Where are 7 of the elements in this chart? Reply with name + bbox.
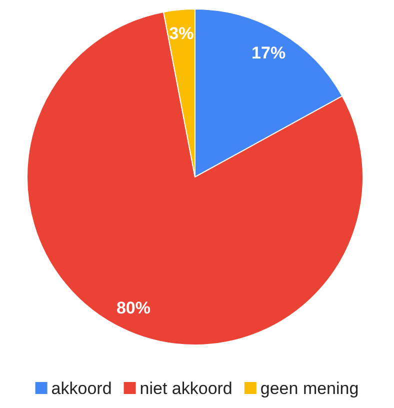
pie-slice (26, 11, 364, 346)
data-label: 17% (252, 44, 286, 63)
legend-label: geen mening (260, 378, 359, 398)
legend-label: akkoord (51, 378, 112, 398)
data-label: 3% (169, 24, 194, 44)
legend-label: niet akkoord (140, 378, 232, 398)
data-label: 80% (116, 298, 150, 318)
